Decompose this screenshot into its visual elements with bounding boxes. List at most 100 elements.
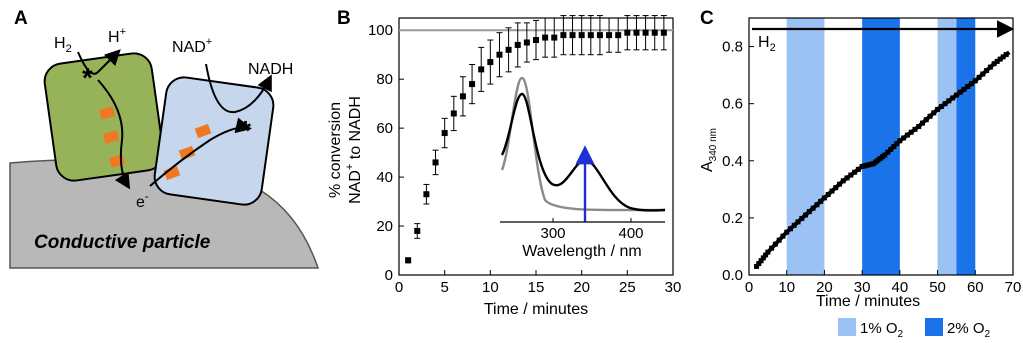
inset-tick-label: 300	[540, 225, 565, 242]
data-point	[469, 81, 476, 88]
trace-marker	[987, 64, 993, 70]
legend-swatch-2pct	[925, 318, 943, 336]
y-tick-label: 0	[385, 267, 393, 284]
data-point	[423, 191, 430, 198]
data-point	[569, 32, 576, 39]
trace-marker	[1003, 52, 1009, 58]
trace-marker	[919, 120, 925, 126]
data-point	[450, 110, 457, 117]
trace-marker	[997, 56, 1003, 62]
trace-marker	[882, 152, 888, 158]
inset-xlabel: Wavelength / nm	[522, 243, 641, 260]
data-point	[533, 37, 539, 44]
data-point	[642, 29, 649, 36]
electron-path-arrow	[97, 79, 131, 190]
particle-label: Conductive particle	[34, 232, 211, 253]
panel-b-xlabel: Time / minutes	[484, 301, 588, 318]
trace-marker	[908, 129, 914, 135]
trace-marker	[950, 95, 956, 101]
inset-spectrum-nadplus	[500, 76, 666, 212]
trace-marker	[754, 263, 760, 269]
data-point	[405, 257, 412, 264]
y-tick-label: 40	[376, 169, 393, 186]
trace-marker	[897, 138, 903, 144]
panel-c: C 0 10 20 30 40 50 60 70 0.0 0.2 0.4 0.6 0.8 H2 Time…	[699, 8, 1021, 340]
trace-marker	[969, 81, 975, 87]
legend-swatch-1pct	[838, 318, 856, 336]
legend-label-1pct: 1% O2	[860, 320, 904, 340]
fes-cluster	[98, 106, 116, 120]
x-tick-label: 5	[440, 279, 448, 296]
nadh-label: NADH	[248, 61, 293, 78]
x-tick-label: 60	[967, 279, 984, 296]
x-tick-label: 10	[778, 279, 795, 296]
panel-a-label: A	[14, 8, 28, 29]
data-point	[651, 29, 658, 36]
x-tick-label: 0	[745, 279, 753, 296]
trace-marker	[814, 202, 820, 208]
trace-marker	[840, 178, 846, 184]
trace-marker	[927, 113, 933, 119]
trace-marker	[942, 101, 948, 107]
trace-marker	[776, 237, 782, 243]
trace-marker	[965, 84, 971, 90]
trace-marker	[837, 181, 843, 187]
trace-marker	[765, 249, 771, 255]
data-point	[514, 41, 521, 48]
x-tick-label: 20	[573, 279, 590, 296]
trace-marker	[938, 104, 944, 110]
panel-c-shaded-regions	[786, 18, 976, 275]
trace-marker	[994, 58, 1000, 64]
hplus-label: H+	[108, 26, 126, 46]
data-point	[615, 32, 622, 39]
trace-marker	[769, 245, 775, 251]
inset-spectrum-nadh	[500, 92, 666, 212]
panel-b-ylabel: % conversion	[327, 102, 344, 198]
data-point	[432, 159, 439, 166]
x-tick-label: 30	[665, 279, 682, 296]
fes-cluster	[102, 130, 120, 144]
trace-marker	[772, 241, 778, 247]
trace-marker	[935, 106, 941, 112]
y-tick-label: 0.4	[722, 153, 743, 170]
trace-marker	[957, 89, 963, 95]
data-point	[624, 29, 631, 36]
trace-marker	[931, 110, 937, 116]
trace-marker	[961, 86, 967, 92]
trace-marker	[885, 149, 891, 155]
y-tick-label: 20	[376, 218, 393, 235]
panel-c-plot-frame	[748, 17, 1014, 276]
electron-transfer-arrow	[149, 117, 252, 187]
data-point	[496, 51, 503, 58]
y-tick-label: 0.2	[722, 210, 743, 227]
data-point	[478, 66, 485, 73]
panel-c-legend: 1% O2 2% O2	[838, 318, 991, 340]
panel-c-ylabel: A340 nm	[699, 128, 719, 172]
panel-c-xlabel: Time / minutes	[816, 293, 920, 310]
x-tick-label: 10	[482, 279, 499, 296]
trace-marker	[829, 188, 835, 194]
trace-marker	[894, 141, 900, 147]
trace-marker	[953, 92, 959, 98]
trace-marker	[916, 124, 922, 130]
panel-c-axes: 0 10 20 30 40 50 60 70 0.0 0.2 0.4 0.6 0.8	[722, 39, 1021, 296]
nadplus-label: NAD+	[172, 36, 212, 56]
x-tick-label: 20	[816, 279, 833, 296]
trace-marker	[972, 78, 978, 84]
data-point	[633, 29, 640, 36]
trace-marker	[1000, 54, 1006, 60]
fes-cluster	[194, 123, 212, 139]
panel-b-label: B	[337, 8, 351, 29]
trace-marker	[780, 233, 786, 239]
active-site-marker: *	[82, 62, 93, 93]
y-tick-label: 100	[368, 22, 393, 39]
data-point	[459, 93, 466, 100]
x-tick-label: 25	[619, 279, 636, 296]
panel-b-inset: 300 400 Wavelength / nm	[500, 76, 666, 260]
nad-reduction-arrow	[205, 63, 272, 114]
trace-marker	[844, 175, 850, 181]
trace-marker	[799, 215, 805, 221]
h2-oxidation-arrow	[77, 49, 121, 75]
